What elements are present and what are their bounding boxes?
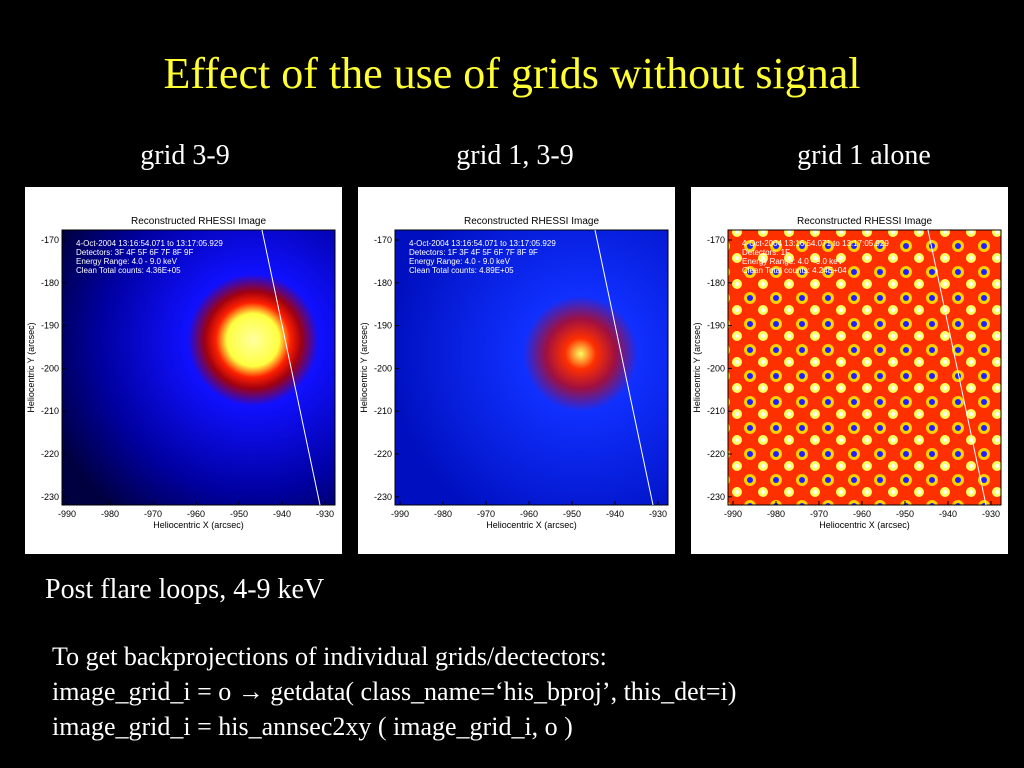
code-line: image_grid_i = his_annsec2xy ( image_gri… xyxy=(52,712,573,741)
info-line: 4-Oct-2004 13:16:54.071 to 13:17:05.929 xyxy=(76,239,223,248)
y-tick-label: -220 xyxy=(707,449,725,459)
subtitle: Post flare loops, 4-9 keV xyxy=(45,574,325,605)
x-tick-label: -990 xyxy=(58,509,76,519)
x-tick-label: -990 xyxy=(391,509,409,519)
x-tick-label: -930 xyxy=(316,509,334,519)
info-line: Clean Total counts: 4.89E+05 xyxy=(409,266,514,275)
y-tick-label: -230 xyxy=(374,492,392,502)
y-tick-label: -170 xyxy=(374,235,392,245)
code-line: To get backprojections of individual gri… xyxy=(52,642,607,671)
x-tick-label: -970 xyxy=(810,509,828,519)
x-tick-label: -960 xyxy=(520,509,538,519)
x-tick-label: -950 xyxy=(896,509,914,519)
x-tick-label: -960 xyxy=(853,509,871,519)
x-axis-label: Heliocentric X (arcsec) xyxy=(819,520,910,530)
panel-title: Reconstructed RHESSI Image xyxy=(464,216,599,227)
y-tick-label: -190 xyxy=(374,321,392,331)
y-axis-label: Heliocentric Y (arcsec) xyxy=(359,322,369,412)
x-axis-label: Heliocentric X (arcsec) xyxy=(486,520,577,530)
y-tick-label: -200 xyxy=(41,363,59,373)
x-tick-label: -960 xyxy=(187,509,205,519)
y-tick-label: -190 xyxy=(41,321,59,331)
limb xyxy=(261,229,321,506)
panel-title: Reconstructed RHESSI Image xyxy=(797,216,932,227)
x-tick-label: -950 xyxy=(230,509,248,519)
x-tick-label: -940 xyxy=(939,509,957,519)
y-tick-label: -220 xyxy=(374,449,392,459)
y-tick-label: -210 xyxy=(374,406,392,416)
panel-title: Reconstructed RHESSI Image xyxy=(131,216,266,227)
y-tick-label: -230 xyxy=(707,492,725,502)
x-tick-label: -970 xyxy=(144,509,162,519)
y-axis-label: Heliocentric Y (arcsec) xyxy=(26,322,36,412)
rhessi-image: Reconstructed RHESSI Image 4-Oct-2004 13:… xyxy=(358,187,675,554)
x-tick-label: -980 xyxy=(434,509,452,519)
y-tick-label: -170 xyxy=(707,235,725,245)
x-tick-label: -930 xyxy=(649,509,667,519)
limb xyxy=(594,229,654,506)
y-tick-label: -210 xyxy=(707,406,725,416)
code-line: image_grid_i = o → getdata( class_name=‘… xyxy=(52,677,737,706)
y-tick-label: -180 xyxy=(374,278,392,288)
image xyxy=(61,229,336,506)
info-line: Clean Total counts: 4.24E+04 xyxy=(742,266,847,275)
image xyxy=(394,229,669,506)
info-line: Detectors: 1F 3F 4F 5F 6F 7F 8F 9F xyxy=(409,248,538,257)
x-tick-label: -940 xyxy=(606,509,624,519)
x-tick-label: -990 xyxy=(724,509,742,519)
rhessi-image: Reconstructed RHESSI Image 4-Oct-2004 13:… xyxy=(25,187,342,554)
y-tick-label: -230 xyxy=(41,492,59,502)
caption: grid 1, 3-9 xyxy=(456,140,574,171)
x-tick-label: -930 xyxy=(982,509,1000,519)
y-axis-label: Heliocentric Y (arcsec) xyxy=(692,322,702,412)
image xyxy=(727,229,1002,506)
info-line: Detectors: 1F xyxy=(742,248,790,257)
y-tick-label: -200 xyxy=(374,363,392,373)
y-tick-label: -210 xyxy=(41,406,59,416)
y-tick-label: -200 xyxy=(707,363,725,373)
limb xyxy=(927,229,987,506)
info-line: 4-Oct-2004 13:16:54.071 to 13:17:05.929 xyxy=(742,239,889,248)
x-tick-label: -940 xyxy=(273,509,291,519)
x-tick-label: -950 xyxy=(563,509,581,519)
y-tick-label: -190 xyxy=(707,321,725,331)
info-line: Energy Range: 4.0 - 9.0 keV xyxy=(409,257,511,266)
info-line: Clean Total counts: 4.36E+05 xyxy=(76,266,181,275)
x-axis-label: Heliocentric X (arcsec) xyxy=(153,520,244,530)
y-tick-label: -180 xyxy=(41,278,59,288)
rhessi-image: Reconstructed RHESSI Image 4-Oct-2004 13:… xyxy=(691,187,1008,554)
x-tick-label: -970 xyxy=(477,509,495,519)
x-tick-label: -980 xyxy=(101,509,119,519)
y-tick-label: -220 xyxy=(41,449,59,459)
caption: grid 1 alone xyxy=(797,140,931,171)
x-tick-label: -980 xyxy=(767,509,785,519)
caption: grid 3-9 xyxy=(140,140,230,171)
y-tick-label: -170 xyxy=(41,235,59,245)
info-line: Detectors: 3F 4F 5F 6F 7F 8F 9F xyxy=(76,248,193,257)
y-tick-label: -180 xyxy=(707,278,725,288)
info-line: 4-Oct-2004 13:16:54.071 to 13:17:05.929 xyxy=(409,239,556,248)
info-line: Energy Range: 4.0 - 9.0 keV xyxy=(742,257,844,266)
slide-title: Effect of the use of grids without signa… xyxy=(163,49,861,98)
info-line: Energy Range: 4.0 - 9.0 keV xyxy=(76,257,178,266)
